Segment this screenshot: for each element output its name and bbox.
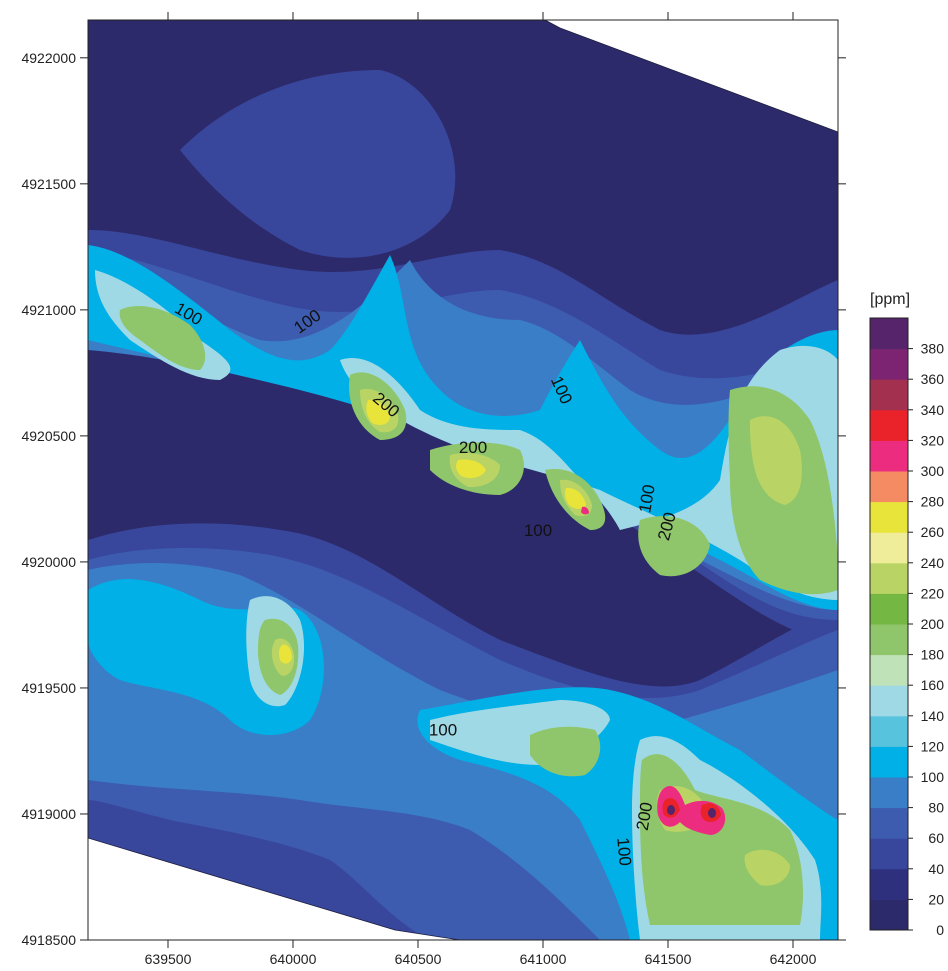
colorbar-swatch xyxy=(870,715,908,747)
band-380 xyxy=(667,805,716,818)
colorbar-tick-label: 300 xyxy=(921,463,945,479)
colorbar-swatch xyxy=(870,593,908,625)
colorbar-swatch xyxy=(870,440,908,472)
colorbar-unit-label: [ppm] xyxy=(870,291,910,308)
y-tick-label: 4920000 xyxy=(21,554,76,570)
colorbar-swatch xyxy=(870,409,908,441)
contour-label: 100 xyxy=(524,521,552,540)
colorbar-tick-label: 80 xyxy=(928,800,944,816)
y-tick-label: 4921000 xyxy=(21,302,76,318)
colorbar-tick-label: 240 xyxy=(921,555,945,571)
colorbar-tick-label: 280 xyxy=(921,494,945,510)
colorbar-tick-label: 120 xyxy=(921,738,945,754)
colorbar-swatch xyxy=(870,899,908,931)
colorbar-swatch xyxy=(870,471,908,503)
survey-boundary xyxy=(88,20,838,940)
y-tick-label: 4919500 xyxy=(21,680,76,696)
y-tick-label: 4921500 xyxy=(21,176,76,192)
contour-label: 100 xyxy=(613,837,634,867)
colorbar-swatch xyxy=(870,501,908,533)
contour-field xyxy=(88,20,838,940)
colorbar-swatch xyxy=(870,777,908,809)
y-axis: 4918500 4919000 4919500 4920000 4920500 49210… xyxy=(21,50,846,948)
colorbar-swatch xyxy=(870,379,908,411)
colorbar-swatch xyxy=(870,532,908,564)
colorbar-swatch xyxy=(870,624,908,656)
x-axis: 639500 640000 640500 641000 641500 642000 xyxy=(145,12,817,967)
colorbar-tick-label: 140 xyxy=(921,708,945,724)
colorbar-tick-label: 20 xyxy=(928,891,944,907)
colorbar-tick-label: 220 xyxy=(921,585,945,601)
colorbar-swatch xyxy=(870,746,908,778)
contour-label: 200 xyxy=(459,438,487,457)
colorbar-tick-label: 260 xyxy=(921,524,945,540)
contour-label: 100 xyxy=(635,483,659,514)
colorbar-swatch xyxy=(870,685,908,717)
colorbar-swatch xyxy=(870,562,908,594)
colorbar: [ppm] 0 20 40 60 80 100 120 140 160 180 200 220 240 2… xyxy=(869,291,944,938)
colorbar-tick-label: 60 xyxy=(928,830,944,846)
colorbar-swatch xyxy=(870,807,908,839)
colorbar-tick-label: 100 xyxy=(921,769,945,785)
colorbar-tick-label: 360 xyxy=(921,371,945,387)
colorbar-tick-label: 40 xyxy=(928,861,944,877)
x-tick-label: 640000 xyxy=(270,951,317,967)
y-tick-label: 4918500 xyxy=(21,932,76,948)
x-tick-label: 642000 xyxy=(770,951,817,967)
colorbar-tick-label: 180 xyxy=(921,647,945,663)
colorbar-tick-label: 160 xyxy=(921,677,945,693)
x-tick-label: 641000 xyxy=(520,951,567,967)
y-tick-label: 4919000 xyxy=(21,806,76,822)
y-tick-label: 4922000 xyxy=(21,50,76,66)
colorbar-swatch xyxy=(870,654,908,686)
colorbar-swatch xyxy=(870,838,908,870)
x-tick-label: 640500 xyxy=(395,951,442,967)
y-tick-label: 4920500 xyxy=(21,428,76,444)
colorbar-swatches xyxy=(869,317,909,931)
colorbar-tick-label: 200 xyxy=(921,616,945,632)
colorbar-swatch xyxy=(870,868,908,900)
contour-label: 200 xyxy=(633,801,657,832)
x-tick-label: 641500 xyxy=(645,951,692,967)
colorbar-swatch xyxy=(870,318,908,350)
colorbar-swatch xyxy=(870,348,908,380)
colorbar-tick-label: 380 xyxy=(921,341,945,357)
plot-frame xyxy=(87,19,839,941)
band-300 xyxy=(581,506,726,835)
colorbar-tick-label: 0 xyxy=(936,922,944,938)
contour-label: 100 xyxy=(429,720,457,739)
colorbar-tick-label: 340 xyxy=(921,402,945,418)
band-260 xyxy=(278,399,586,664)
colorbar-tick-label: 320 xyxy=(921,432,945,448)
x-tick-label: 639500 xyxy=(145,951,192,967)
colorbar-tick-labels: 0 20 40 60 80 100 120 140 160 180 200 220 240 260 280 3… xyxy=(908,341,944,938)
